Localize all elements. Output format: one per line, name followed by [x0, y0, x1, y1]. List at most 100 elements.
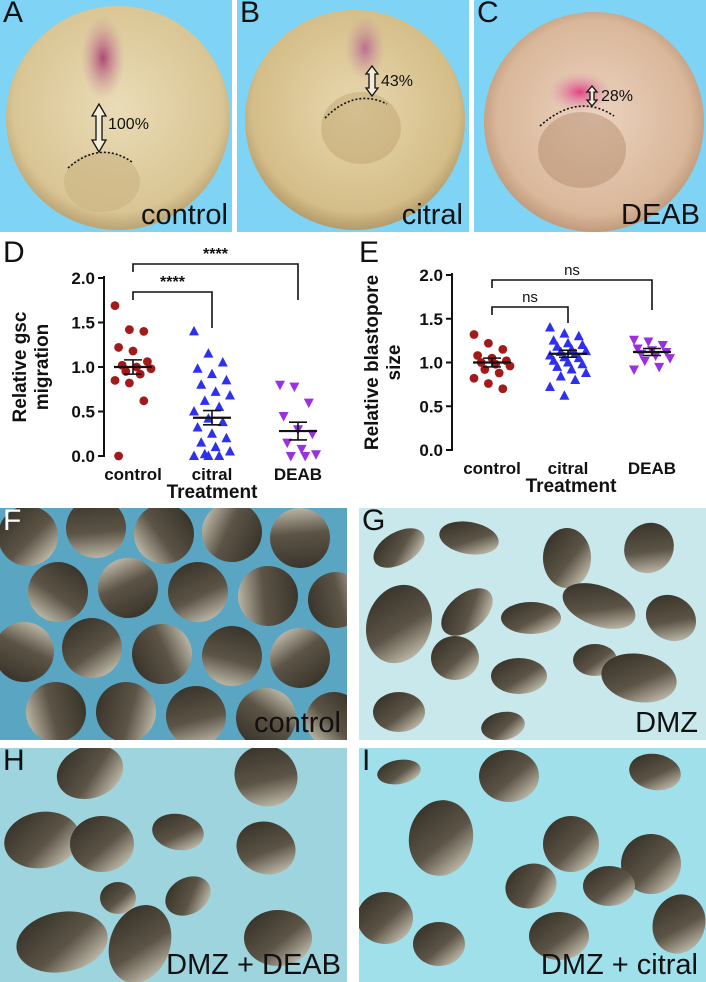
data-point	[199, 395, 210, 405]
tadpole	[481, 711, 525, 740]
data-point	[296, 444, 307, 455]
panel-h-photo	[0, 748, 347, 982]
y-tick-label: 0.0	[71, 447, 95, 466]
data-point	[285, 452, 296, 462]
data-point	[545, 381, 555, 391]
x-tick-label: DEAB	[274, 465, 322, 484]
data-point	[469, 373, 479, 383]
embryo	[26, 682, 86, 740]
data-point	[303, 398, 314, 409]
data-point	[548, 355, 559, 365]
data-point	[484, 338, 493, 348]
y-axis-label: Relative gsc migration	[10, 311, 53, 422]
tadpole	[377, 759, 421, 785]
data-point	[573, 330, 584, 341]
data-point	[275, 380, 285, 391]
embryo	[202, 626, 262, 686]
y-axis-label-line: Relative gsc	[10, 311, 31, 422]
embryo	[132, 624, 192, 684]
data-point	[629, 365, 639, 375]
tadpole	[441, 588, 493, 636]
data-point	[555, 371, 566, 381]
data-point	[282, 438, 293, 449]
tadpole	[56, 748, 124, 800]
tadpole	[236, 821, 296, 875]
tadpole	[234, 748, 298, 807]
condition-label: DEAB	[621, 199, 700, 231]
tadpole	[373, 528, 425, 568]
data-point	[143, 357, 152, 367]
embryo	[134, 508, 194, 564]
panel-g-photo	[359, 508, 706, 740]
condition-label: DMZ + DEAB	[166, 949, 341, 981]
data-point	[577, 358, 588, 369]
embryo	[66, 508, 126, 558]
y-axis-label: Relative blastopore size	[362, 275, 405, 450]
panel-a: A 100% control	[0, 0, 232, 232]
embryo	[308, 572, 347, 628]
panel-h: H DMZ + DEAB	[0, 748, 347, 982]
data-point	[629, 335, 639, 346]
data-point	[494, 368, 504, 378]
panel-letter: C	[477, 0, 499, 29]
tadpole	[501, 602, 561, 634]
embryo	[238, 566, 298, 626]
data-point	[311, 450, 321, 460]
tadpole	[645, 594, 697, 642]
x-tick-label: control	[104, 465, 162, 484]
panel-letter: D	[3, 236, 25, 269]
data-point	[207, 368, 217, 379]
tadpole	[491, 658, 547, 694]
tadpole	[165, 876, 211, 916]
data-point	[573, 352, 584, 363]
x-tick-label: citral	[192, 465, 233, 484]
data-point	[657, 341, 668, 351]
panel-letter: B	[240, 0, 261, 29]
data-point	[128, 346, 138, 356]
data-point	[289, 382, 300, 393]
condition-label: DMZ + citral	[540, 949, 698, 981]
data-point	[146, 364, 156, 374]
tadpole	[16, 911, 108, 973]
data-point	[278, 411, 289, 422]
embryo	[28, 562, 88, 622]
tadpole	[479, 750, 539, 802]
tadpole	[359, 892, 413, 944]
tadpole	[629, 753, 681, 791]
x-axis-label: Treatment	[526, 476, 617, 497]
data-point	[654, 362, 665, 373]
tadpole	[152, 813, 204, 851]
data-point	[203, 450, 214, 460]
panel-d-svg: 0.0 0.5 1.0 1.5 2.0 Relative gsc migration cont…	[10, 246, 322, 503]
double-arrow-icon	[585, 84, 599, 108]
data-point	[632, 344, 643, 354]
tadpole	[413, 922, 465, 966]
data-point	[214, 450, 225, 460]
panel-c: C 28% DEAB	[474, 0, 706, 232]
panel-letter: F	[3, 508, 22, 537]
data-point	[192, 422, 203, 432]
panel-e-chart: 0.0 0.5 1.0 1.5 2.0 Relative blastopore size co…	[356, 236, 706, 504]
data-point	[300, 452, 311, 462]
tadpole	[624, 522, 674, 574]
data-point	[110, 375, 120, 385]
tadpole	[652, 894, 706, 954]
embryo	[306, 692, 347, 740]
significance-bracket	[132, 291, 213, 328]
panel-c-photo	[474, 0, 706, 232]
x-axis-label: Treatment	[167, 482, 258, 503]
embryo	[270, 508, 330, 568]
double-arrow-icon	[90, 102, 108, 154]
data-point	[643, 337, 654, 347]
data-point	[221, 374, 232, 385]
condition-label: control	[140, 199, 228, 231]
significance-bracket	[491, 279, 653, 310]
y-tick-label: 0.5	[71, 403, 95, 422]
y-tick-label: 0.5	[419, 397, 443, 416]
data-point	[665, 354, 675, 364]
significance-label: ****	[160, 274, 186, 291]
data-point	[563, 357, 573, 367]
significance-label: ****	[203, 246, 229, 263]
double-arrow-icon	[364, 64, 380, 98]
data-point	[196, 379, 207, 389]
